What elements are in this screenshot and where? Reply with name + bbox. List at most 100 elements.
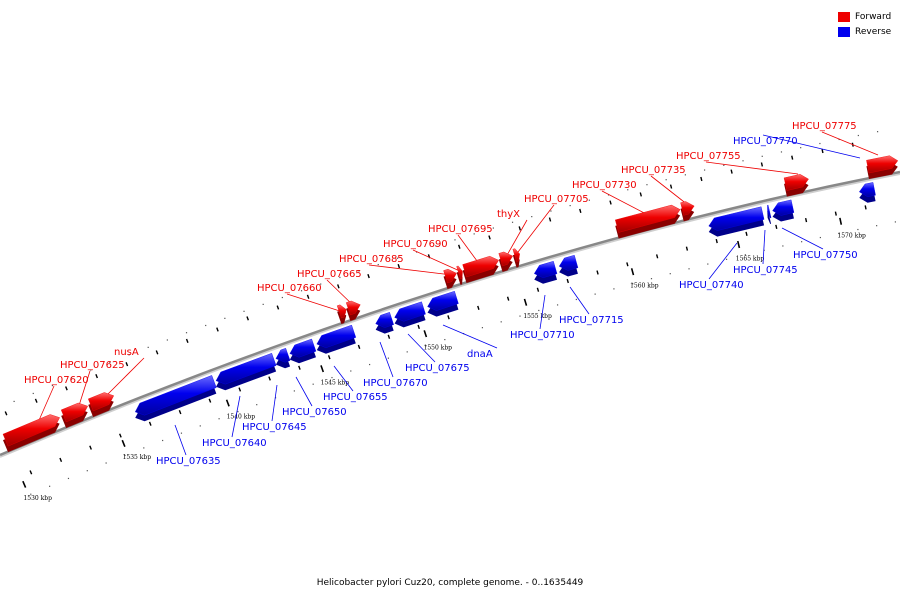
gene-arrow[interactable]: [215, 353, 277, 385]
minor-tick-mark: [119, 433, 122, 438]
gene-hpcu_07730[interactable]: HPCU_07730: [572, 180, 681, 239]
kbp-tick-label: 1560 kbp: [630, 283, 659, 290]
gene-arrow[interactable]: [772, 199, 795, 216]
gene-arrow[interactable]: [456, 265, 463, 280]
gene-hpcu_07715[interactable]: HPCU_07715: [558, 254, 624, 326]
minor-tick-mark: [246, 316, 250, 321]
gene-leader-line: [708, 242, 738, 280]
minor-tick-mark: [306, 294, 310, 299]
gene-arrow[interactable]: [783, 174, 809, 191]
gene-arrow[interactable]: [512, 248, 520, 262]
gene-hpcu_07620[interactable]: HPCU_07620: [2, 375, 89, 453]
gene-hpcu_07645[interactable]: HPCU_07645: [242, 347, 307, 433]
gene-dnaa[interactable]: dnaA: [427, 290, 498, 360]
gene-label: HPCU_07695: [428, 224, 493, 235]
gene-hpcu_07705[interactable]: HPCU_07705: [512, 194, 589, 268]
gene-hpcu_07750[interactable]: HPCU_07750: [772, 199, 858, 261]
gene-hpcu_07675[interactable]: HPCU_07675: [394, 301, 470, 374]
gene-arrow[interactable]: [558, 254, 579, 271]
gene-thyx[interactable]: thyX: [497, 209, 528, 272]
upper-guide-dot: [819, 142, 821, 145]
upper-guide-dot: [224, 317, 226, 319]
lower-guide-dot: [519, 315, 521, 317]
lower-guide-dot: [256, 404, 258, 406]
gene-hpcu_07690[interactable]: HPCU_07690: [383, 239, 463, 285]
lower-guide-dot: [350, 370, 352, 372]
gene-hpcu_07735[interactable]: HPCU_07735: [621, 165, 695, 222]
upper-guide-dot: [684, 174, 686, 176]
gene-hpcu_07640[interactable]: HPCU_07640: [202, 353, 277, 449]
gene-hpcu_07625[interactable]: HPCU_07625: [60, 360, 125, 428]
gene-arrow[interactable]: [134, 375, 217, 416]
gene-hpcu_07740[interactable]: HPCU_07740: [679, 206, 765, 291]
gene-leader-line: [650, 175, 689, 206]
minor-tick-mark: [65, 386, 68, 391]
minor-tick-mark: [548, 217, 552, 222]
gene-hpcu_07775[interactable]: HPCU_07775: [792, 121, 899, 180]
gene-arrow[interactable]: [708, 206, 765, 231]
gene-arrow[interactable]: [533, 260, 558, 278]
legend: Forward Reverse: [838, 9, 891, 39]
gene-arrow[interactable]: [498, 251, 513, 267]
gene-hpcu_07665[interactable]: HPCU_07665: [297, 269, 362, 321]
upper-guide-dot: [703, 169, 706, 171]
gene-label: HPCU_07655: [323, 392, 388, 403]
gene-hpcu_07685[interactable]: HPCU_07685: [339, 254, 457, 289]
genome-caption: Helicobacter pylori Cuz20, complete geno…: [316, 578, 584, 588]
gene-label: HPCU_07660: [257, 283, 322, 294]
gene-hpcu_07635[interactable]: HPCU_07635: [134, 375, 221, 467]
minor-tick-mark: [59, 457, 63, 462]
minor-tick-mark: [700, 176, 703, 182]
gene-arrow[interactable]: [375, 312, 394, 328]
gene-arrow[interactable]: [345, 300, 361, 316]
gene-arrow[interactable]: [88, 392, 115, 412]
gene-arrow[interactable]: [462, 255, 499, 278]
gene-arrow[interactable]: [443, 268, 457, 284]
minor-tick-mark: [458, 244, 461, 249]
gene-label: HPCU_07740: [679, 280, 744, 291]
upper-guide-dot: [761, 155, 763, 157]
gene-label: HPCU_07755: [676, 151, 741, 162]
gene-arrow[interactable]: [2, 414, 60, 447]
upper-guide-dot: [205, 324, 207, 327]
upper-guide-dot: [13, 400, 15, 403]
gene-arrow[interactable]: [866, 155, 899, 174]
gene-arrow[interactable]: [615, 204, 681, 233]
lower-guide-dot: [331, 376, 333, 379]
gene-arrow[interactable]: [336, 304, 347, 319]
kbp-tick: [22, 480, 27, 488]
upper-guide-dot: [281, 296, 283, 299]
gene-arrow[interactable]: [289, 338, 317, 358]
gene-arrow[interactable]: [680, 201, 695, 216]
gene-hpcu_07695[interactable]: HPCU_07695: [428, 224, 499, 283]
gene-hpcu_07710[interactable]: HPCU_07710: [510, 260, 575, 341]
minor-tick-mark: [775, 224, 778, 229]
lower-guide-dot: [387, 357, 390, 359]
gene-arrow[interactable]: [427, 290, 459, 311]
gene-leader-line: [368, 264, 453, 276]
minor-tick-mark: [609, 200, 612, 205]
gene-arrow[interactable]: [394, 301, 426, 322]
minor-tick-mark: [488, 235, 491, 240]
gene-hpcu_07650[interactable]: HPCU_07650: [282, 338, 347, 418]
gene-arrow[interactable]: [60, 402, 88, 423]
gene-hpcu_07745[interactable]: HPCU_07745: [733, 204, 798, 276]
gene-hpcu_07770[interactable]: HPCU_07770: [733, 134, 876, 203]
upper-guide-dot: [435, 245, 437, 247]
gene-hpcu_07670[interactable]: HPCU_07670: [363, 312, 428, 389]
lower-guide-dot: [632, 283, 634, 285]
gene-arrow[interactable]: [767, 204, 772, 219]
kbp-tick-label: 1545 kbp: [321, 379, 350, 386]
gene-label: HPCU_07715: [559, 315, 624, 326]
gene-hpcu_07660[interactable]: HPCU_07660: [257, 283, 347, 325]
kbp-tick-label: 1555 kbp: [523, 313, 552, 320]
gene-arrow[interactable]: [859, 182, 876, 197]
lower-guide-dot: [669, 273, 671, 275]
gene-arrow[interactable]: [316, 324, 357, 348]
gene-arrow[interactable]: [275, 347, 291, 363]
minor-tick-mark: [208, 398, 212, 403]
gene-nusa[interactable]: nusA: [88, 347, 145, 417]
upper-guide-dot: [109, 361, 111, 363]
gene-hpcu_07755[interactable]: HPCU_07755: [676, 151, 809, 197]
gene-hpcu_07655[interactable]: HPCU_07655: [316, 324, 388, 403]
